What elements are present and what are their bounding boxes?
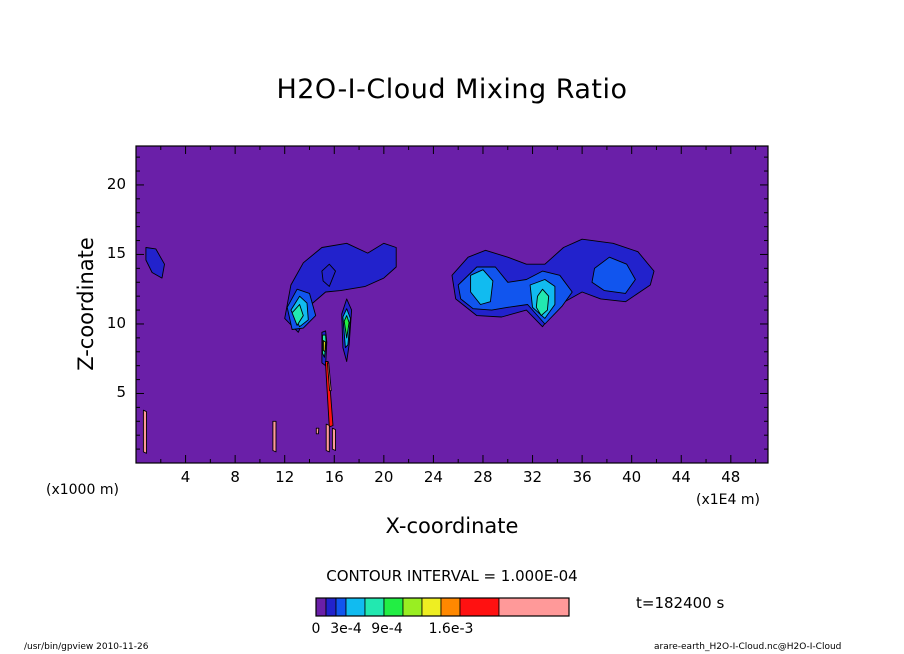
x-tick-label: 32 [523, 468, 543, 486]
y-unit-note: (x1E4 m) [696, 492, 760, 508]
contour-region-17 [535, 288, 550, 317]
y-tick-label: 20 [106, 174, 126, 193]
x-tick-label: 16 [324, 468, 344, 486]
contour-region-11 [322, 340, 326, 353]
plot-background [136, 146, 768, 463]
legend-swatch-2 [335, 597, 347, 617]
x-tick-label: 8 [230, 468, 240, 486]
contour-region-19 [327, 362, 332, 392]
y-tick-label: 5 [116, 383, 126, 402]
contour-region-8 [343, 315, 350, 339]
x-tick-label: 44 [671, 468, 691, 486]
y-tick-label: 15 [106, 244, 126, 263]
legend-label: 9e-4 [371, 621, 403, 637]
contour-region-14 [591, 256, 636, 294]
legend-swatch-6 [402, 597, 423, 617]
legend-swatch-5 [383, 597, 404, 617]
legend-swatch-1 [325, 597, 337, 617]
plot-frame [135, 145, 769, 464]
x-tick-label: 40 [622, 468, 642, 486]
contour-region-15 [470, 269, 494, 305]
legend-swatch-4 [364, 597, 385, 617]
contour-region-4 [291, 304, 304, 326]
chart-title: H2O-I-Cloud Mixing Ratio [276, 74, 628, 105]
contour-region-5 [321, 263, 336, 287]
legend-label: 1.6e-3 [428, 621, 474, 637]
contour-region-21 [272, 420, 277, 453]
contour-region-22 [325, 423, 330, 453]
legend-swatch-8 [440, 597, 461, 617]
time-label: t=182400 s [636, 594, 725, 612]
footer-left: /usr/bin/gpview 2010-11-26 [24, 642, 149, 652]
contour-region-20 [142, 409, 147, 454]
x-tick-label: 20 [374, 468, 394, 486]
legend-swatch-9 [459, 597, 500, 617]
legend-label: 3e-4 [330, 621, 362, 637]
x-tick-label: 48 [721, 468, 741, 486]
footer-right: arare-earth_H2O-I-Cloud.nc@H2O-I-Cloud [654, 642, 842, 652]
x-tick-label: 28 [473, 468, 493, 486]
x-tick-label: 4 [180, 468, 191, 486]
contour-interval-text: CONTOUR INTERVAL = 1.000E-04 [326, 567, 578, 585]
x-tick-label: 24 [423, 468, 443, 486]
legend-swatch-0 [315, 597, 327, 617]
x-axis-label: X-coordinate [385, 514, 519, 538]
contour-region-23 [331, 427, 336, 451]
y-tick-label: 10 [106, 313, 126, 332]
contour-region-1 [284, 242, 397, 333]
contour-region-18 [324, 361, 334, 428]
contour-region-0 [145, 247, 165, 279]
x-unit-note: (x1000 m) [46, 482, 119, 498]
legend-swatch-7 [421, 597, 442, 617]
contour-region-24 [315, 427, 320, 435]
legend-swatch-3 [345, 597, 366, 617]
x-tick-label: 36 [572, 468, 592, 486]
legend-frame [315, 597, 570, 617]
x-tick-label: 12 [275, 468, 295, 486]
legend-swatch-10 [498, 597, 570, 617]
legend-label: 0 [311, 621, 321, 637]
